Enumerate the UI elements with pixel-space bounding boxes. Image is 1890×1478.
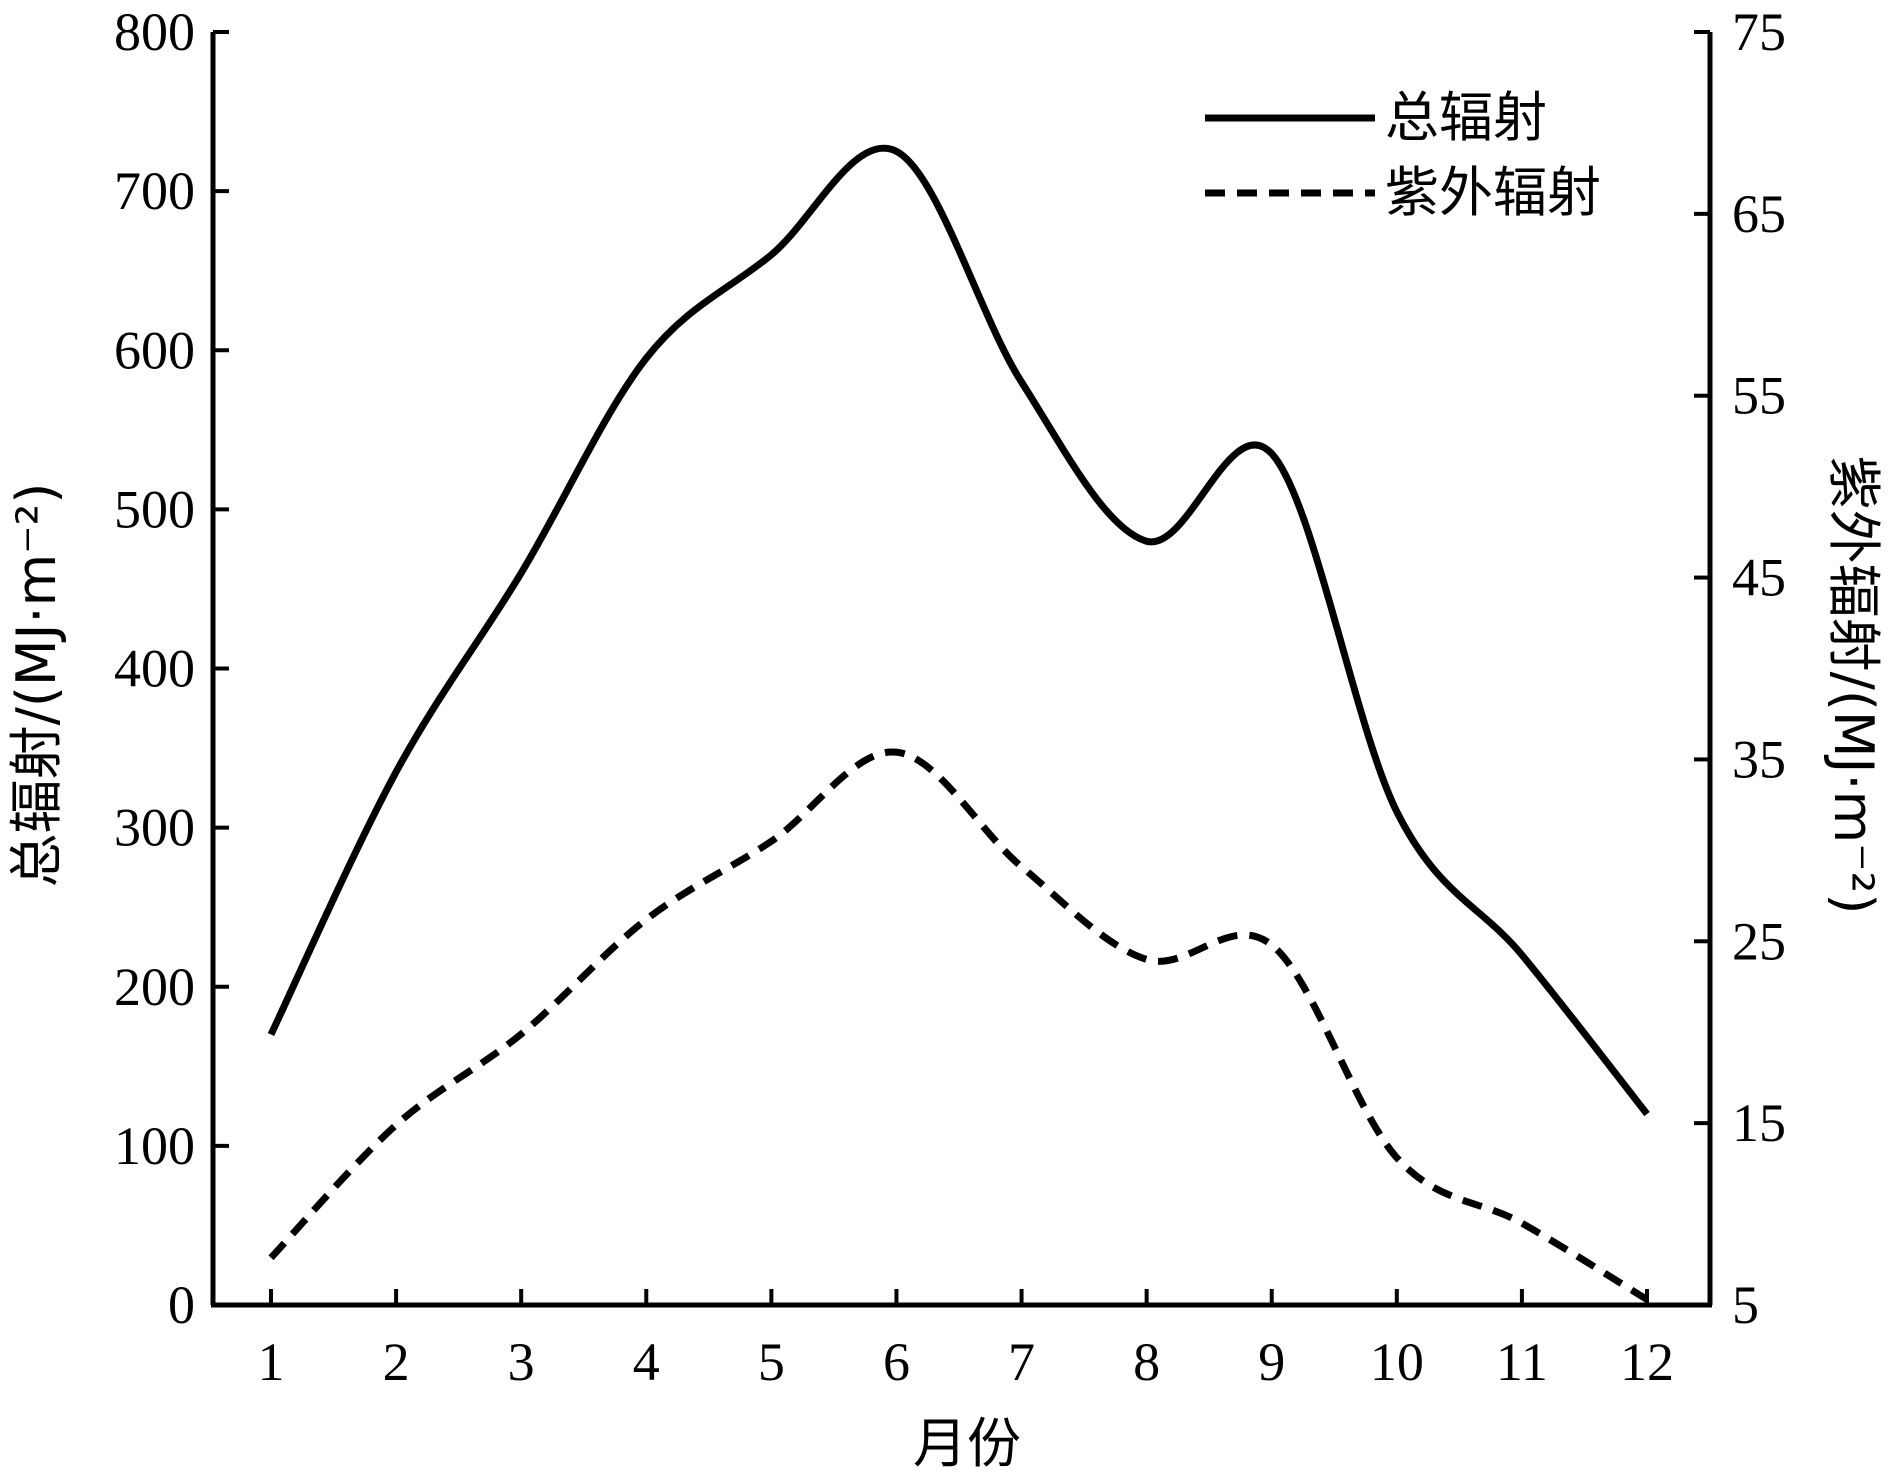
x-tick-label: 8 [1133,1332,1160,1392]
left-y-axis-title: 总辐射/(MJ·m⁻²) [5,483,68,888]
right-y-tick-label: 25 [1732,911,1786,971]
left-y-tick-label: 400 [114,639,195,699]
x-tick-label: 12 [1620,1332,1674,1392]
legend: 总辐射 紫外辐射 [1205,86,1601,224]
x-tick-label: 11 [1496,1332,1548,1392]
right-y-tick-label: 15 [1732,1093,1786,1153]
right-y-tick-label: 45 [1732,548,1786,608]
right-y-axis-title: 紫外辐射/(MJ·m⁻²) [1822,456,1885,915]
right-y-tick-label: 65 [1732,184,1786,244]
right-y-tick-label: 35 [1732,729,1786,789]
left-y-tick-label: 800 [114,2,195,62]
series-line-uv-radiation [268,748,1649,1303]
right-y-tick-label: 75 [1732,2,1786,62]
x-tick-label: 9 [1258,1332,1285,1392]
left-y-tick-label: 700 [114,161,195,221]
x-ticks: 1 2 3 4 5 6 7 8 9 10 11 12 [258,1289,1674,1392]
x-tick-label: 2 [383,1332,410,1392]
right-y-tick-label: 5 [1732,1275,1759,1335]
left-y-tick-label: 600 [114,320,195,380]
right-y-ticks: 5 15 25 35 45 55 65 75 [1694,2,1786,1335]
series-line-total-radiation [267,144,1650,1117]
left-y-tick-label: 100 [114,1116,195,1176]
x-tick-label: 3 [508,1332,535,1392]
left-y-tick-label: 500 [114,479,195,539]
x-axis-title: 月份 [913,1412,1021,1475]
x-tick-label: 10 [1370,1332,1424,1392]
legend-label-total-radiation: 总辐射 [1385,86,1547,149]
left-y-tick-label: 300 [114,798,195,858]
x-tick-label: 1 [258,1332,285,1392]
x-tick-label: 5 [758,1332,785,1392]
x-tick-label: 6 [883,1332,910,1392]
series-layer [267,144,1650,1303]
x-tick-label: 4 [633,1332,660,1392]
left-y-tick-label: 0 [168,1275,195,1335]
x-tick-label: 7 [1008,1332,1035,1392]
left-y-ticks: 0 100 200 300 400 500 600 700 800 [114,2,229,1335]
right-y-tick-label: 55 [1732,366,1786,426]
legend-label-uv-radiation: 紫外辐射 [1385,161,1601,224]
left-y-tick-label: 200 [114,957,195,1017]
